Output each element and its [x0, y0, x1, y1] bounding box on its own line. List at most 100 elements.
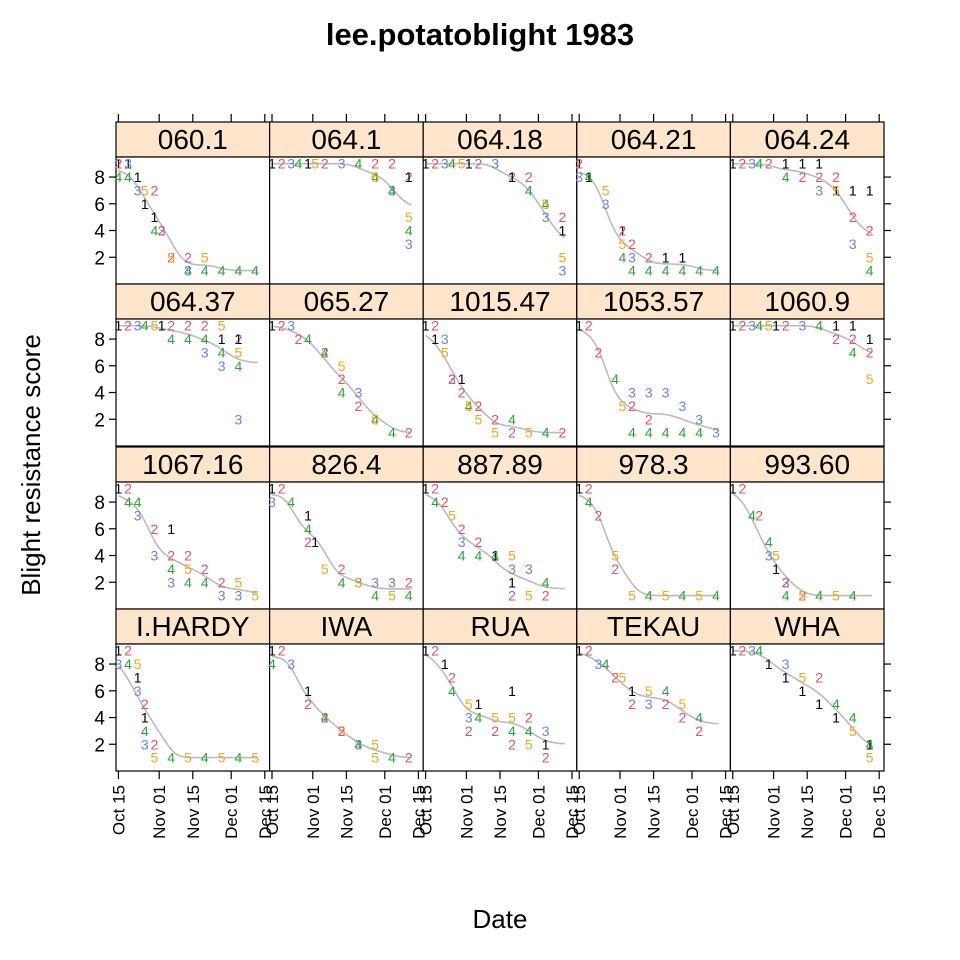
panel-frame [269, 156, 424, 285]
panel-frame [422, 156, 578, 285]
smooth-line [732, 493, 872, 597]
data-point: 4 [832, 696, 840, 712]
panel-frame [729, 481, 885, 610]
data-point: 2 [151, 182, 159, 198]
data-point: 4 [321, 710, 329, 726]
data-point: 3 [287, 156, 295, 172]
data-point: 3 [355, 736, 363, 752]
data-point: 5 [184, 750, 192, 766]
data-point: 4 [525, 182, 533, 198]
data-point: 5 [645, 683, 653, 699]
panel-strip-label: 065.27 [304, 286, 390, 317]
data-point: 5 [772, 548, 780, 564]
data-point: 4 [542, 425, 550, 441]
panel-strip-label: IWA [320, 611, 372, 642]
smooth-line [425, 334, 565, 434]
data-point: 4 [388, 182, 396, 198]
data-point: 2 [431, 318, 439, 334]
data-point: 1 [799, 156, 807, 172]
panel-strip-label: 887.89 [457, 449, 543, 480]
data-point: 4 [431, 494, 439, 510]
y-tick-label: 2 [94, 410, 105, 431]
data-point: 2 [542, 750, 550, 766]
data-point: 1 [849, 318, 857, 334]
data-point: 4 [645, 588, 653, 604]
data-point: 3 [628, 385, 636, 401]
data-point: 4 [124, 169, 132, 185]
smooth-line [425, 162, 566, 239]
data-point: 2 [628, 398, 636, 414]
data-point: 3 [134, 683, 142, 699]
data-point: 3 [782, 656, 790, 672]
data-point: 2 [201, 318, 209, 334]
data-point: 2 [124, 643, 132, 659]
panel-strip-label: 1053.57 [603, 286, 704, 317]
data-point: 4 [695, 263, 703, 279]
data-point: 2 [278, 318, 286, 334]
data-point: 3 [575, 169, 583, 185]
data-point: 5 [167, 249, 175, 265]
data-point: 4 [167, 750, 175, 766]
data-point: 5 [201, 249, 209, 265]
data-point: 1 [268, 481, 276, 497]
data-point: 2 [585, 318, 593, 334]
data-point: 4 [218, 263, 226, 279]
data-point: 2 [508, 425, 516, 441]
data-point: 4 [355, 156, 363, 172]
data-point: 1 [465, 156, 473, 172]
data-point: 1 [158, 318, 166, 334]
data-point: 4 [755, 643, 763, 659]
data-point: 4 [448, 683, 456, 699]
panel-strip-label: 978.3 [619, 449, 689, 480]
data-point: 5 [311, 156, 319, 172]
panel-strip-label: 1060.9 [764, 286, 850, 317]
data-point: 1 [115, 318, 123, 334]
data-point: 1 [866, 182, 874, 198]
y-axis-label: Blight resistance score [16, 334, 46, 596]
panel-strip-label: 064.24 [764, 124, 850, 155]
data-point: 2 [235, 331, 243, 347]
data-point: 2 [371, 156, 379, 172]
data-point: 1 [575, 156, 583, 172]
data-point: 5 [508, 710, 516, 726]
data-point: 1 [575, 481, 583, 497]
data-point: 4 [628, 425, 636, 441]
data-point: 4 [388, 425, 396, 441]
data-point: 4 [475, 548, 483, 564]
x-tick-label: Dec 01 [683, 785, 702, 839]
data-point: 4 [815, 318, 823, 334]
data-point: 2 [679, 710, 687, 726]
data-point: 1 [134, 169, 142, 185]
x-tick-label: Nov 15 [491, 785, 510, 839]
data-point: 1 [268, 318, 276, 334]
data-point: 5 [448, 507, 456, 523]
data-point: 4 [405, 223, 413, 239]
x-tick-label: Nov 01 [304, 785, 323, 839]
data-point: 3 [645, 385, 653, 401]
x-tick-label: Nov 01 [765, 785, 784, 839]
data-point: 3 [602, 196, 610, 212]
panel-strip [115, 446, 271, 483]
data-point: 2 [201, 561, 209, 577]
chart-title: lee.potatoblight 1983 [326, 17, 634, 52]
data-point: 5 [799, 588, 807, 604]
data-point: 5 [849, 723, 857, 739]
data-point: 3 [849, 236, 857, 252]
data-point: 2 [184, 318, 192, 334]
data-point: 2 [559, 425, 567, 441]
data-point: 1 [619, 223, 627, 239]
y-tick-label: 8 [94, 330, 105, 351]
data-point: 2 [619, 223, 627, 239]
data-point: 3 [184, 263, 192, 279]
data-point: 3 [201, 344, 209, 360]
data-point: 1 [765, 656, 773, 672]
x-tick-label: Nov 15 [337, 785, 356, 839]
data-point: 1 [151, 209, 159, 225]
x-tick-label: Dec 15 [870, 785, 889, 839]
y-tick-label: 2 [94, 573, 105, 594]
